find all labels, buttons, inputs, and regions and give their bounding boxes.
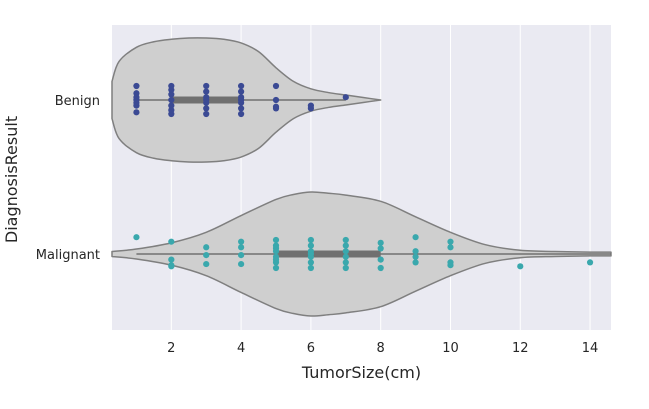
data-point-malignant: [238, 244, 245, 251]
data-point-malignant: [342, 236, 349, 244]
data-point-malignant: [412, 253, 419, 260]
x-tick-label: 6: [307, 341, 315, 356]
x-axis-label: TumorSize(cm): [301, 363, 421, 382]
data-point-malignant: [412, 248, 419, 255]
x-tick-label: 2: [167, 341, 175, 356]
data-point-malignant: [342, 242, 349, 249]
data-point-malignant: [412, 259, 419, 266]
iqr-box-malignant: [276, 250, 381, 258]
data-point-malignant: [447, 259, 454, 266]
data-point-benign: [238, 82, 245, 90]
data-point-malignant: [168, 256, 175, 263]
data-point-malignant: [168, 238, 175, 245]
data-point-malignant: [133, 234, 140, 241]
data-point-malignant: [307, 242, 315, 249]
data-point-benign: [133, 109, 140, 116]
data-point-malignant: [377, 264, 384, 272]
data-point-malignant: [203, 244, 210, 251]
data-point-benign: [168, 96, 175, 104]
strip-points: [133, 82, 594, 272]
data-point-benign: [238, 110, 245, 118]
data-point-benign: [203, 105, 210, 112]
data-point-benign: [133, 82, 140, 90]
data-point-benign: [133, 99, 140, 106]
data-point-benign: [168, 106, 175, 114]
data-point-malignant: [272, 264, 280, 272]
data-point-malignant: [272, 236, 280, 244]
data-point-malignant: [307, 250, 315, 258]
data-point-malignant: [377, 245, 384, 252]
data-point-malignant: [307, 264, 315, 272]
y-tick-label: Benign: [55, 94, 100, 109]
data-point-malignant: [238, 260, 245, 268]
data-point-benign: [168, 102, 175, 109]
data-point-malignant: [377, 239, 384, 246]
data-point-benign: [133, 94, 140, 101]
data-point-malignant: [168, 263, 175, 270]
data-point-malignant: [342, 253, 349, 260]
data-point-malignant: [342, 259, 349, 266]
x-tick-label: 10: [442, 341, 459, 356]
data-point-malignant: [307, 259, 315, 266]
data-point-malignant: [517, 263, 524, 270]
data-point-malignant: [447, 238, 454, 245]
data-point-benign: [238, 88, 245, 95]
data-point-malignant: [272, 256, 280, 263]
data-point-benign: [272, 82, 280, 90]
data-point-malignant: [272, 245, 280, 252]
data-point-benign: [168, 86, 175, 94]
data-point-malignant: [412, 234, 419, 241]
data-point-benign: [272, 103, 280, 110]
y-axis-label: DiagnosisResult: [2, 116, 21, 243]
data-point-malignant: [342, 248, 349, 255]
axis-ticks: 2 4 6 8 10 12 14 Benign Malignant: [36, 94, 599, 356]
data-point-malignant: [342, 264, 349, 272]
y-tick-label: Malignant: [36, 248, 100, 263]
x-tick-label: 4: [237, 341, 245, 356]
data-point-malignant: [377, 256, 384, 263]
x-tick-label: 8: [377, 341, 385, 356]
data-point-benign: [238, 105, 245, 112]
x-tick-label: 12: [512, 341, 529, 356]
data-point-malignant: [238, 238, 245, 245]
data-point-benign: [203, 96, 210, 104]
data-point-malignant: [203, 252, 210, 259]
data-point-malignant: [586, 259, 594, 266]
data-point-malignant: [203, 260, 210, 268]
data-point-benign: [203, 110, 210, 118]
x-tick-label: 14: [582, 341, 599, 356]
data-point-benign: [168, 91, 175, 98]
data-point-benign: [203, 82, 210, 90]
data-point-malignant: [447, 244, 454, 251]
data-point-malignant: [307, 236, 315, 244]
data-point-benign: [238, 96, 245, 104]
data-point-benign: [307, 105, 315, 112]
data-point-benign: [342, 94, 349, 101]
data-point-benign: [203, 88, 210, 95]
data-point-benign: [272, 96, 280, 104]
data-point-malignant: [238, 252, 245, 259]
